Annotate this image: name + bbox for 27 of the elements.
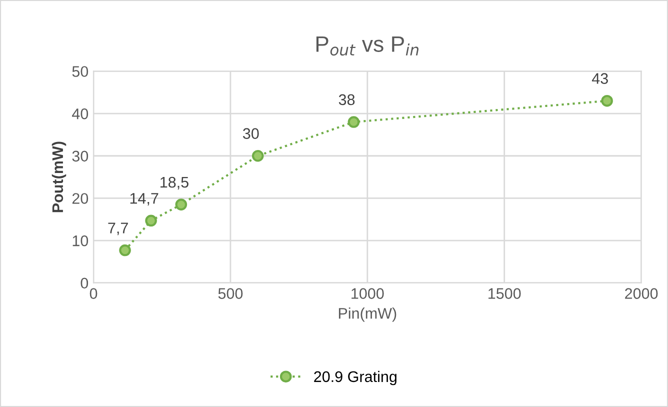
x-axis-title: Pin(mW) bbox=[338, 308, 396, 322]
data-label: 7,7 bbox=[108, 222, 128, 236]
y-tick-label: 20 bbox=[72, 193, 88, 204]
point bbox=[145, 214, 157, 227]
x-tick-label: 2000 bbox=[625, 288, 658, 299]
point bbox=[119, 244, 131, 256]
data-label: 18,5 bbox=[160, 176, 188, 190]
data-label: 14,7 bbox=[130, 193, 158, 206]
legend-label: 20.9 Grating bbox=[314, 370, 396, 386]
y-tick-label: 30 bbox=[72, 150, 88, 162]
data-label: 38 bbox=[338, 94, 355, 106]
data-label: 43 bbox=[592, 73, 608, 84]
x-tick-label: 0 bbox=[90, 288, 98, 299]
x-tick-label: 1000 bbox=[352, 288, 384, 299]
data-label: 30 bbox=[242, 128, 259, 139]
point bbox=[601, 94, 613, 107]
y-tick-label: 0 bbox=[80, 278, 88, 289]
chart-title: P$_{out}$ vs P$_{in}$ bbox=[316, 36, 418, 56]
point bbox=[252, 150, 264, 162]
point bbox=[348, 116, 360, 128]
y-tick-label: 50 bbox=[72, 66, 88, 77]
x-tick-label: 1500 bbox=[488, 288, 521, 299]
y-tick-label: 40 bbox=[72, 108, 88, 120]
y-tick-label: 10 bbox=[72, 235, 88, 246]
y-axis-title: Pout(mW) bbox=[52, 142, 66, 212]
x-tick-label: 500 bbox=[218, 288, 243, 299]
point bbox=[175, 198, 188, 210]
